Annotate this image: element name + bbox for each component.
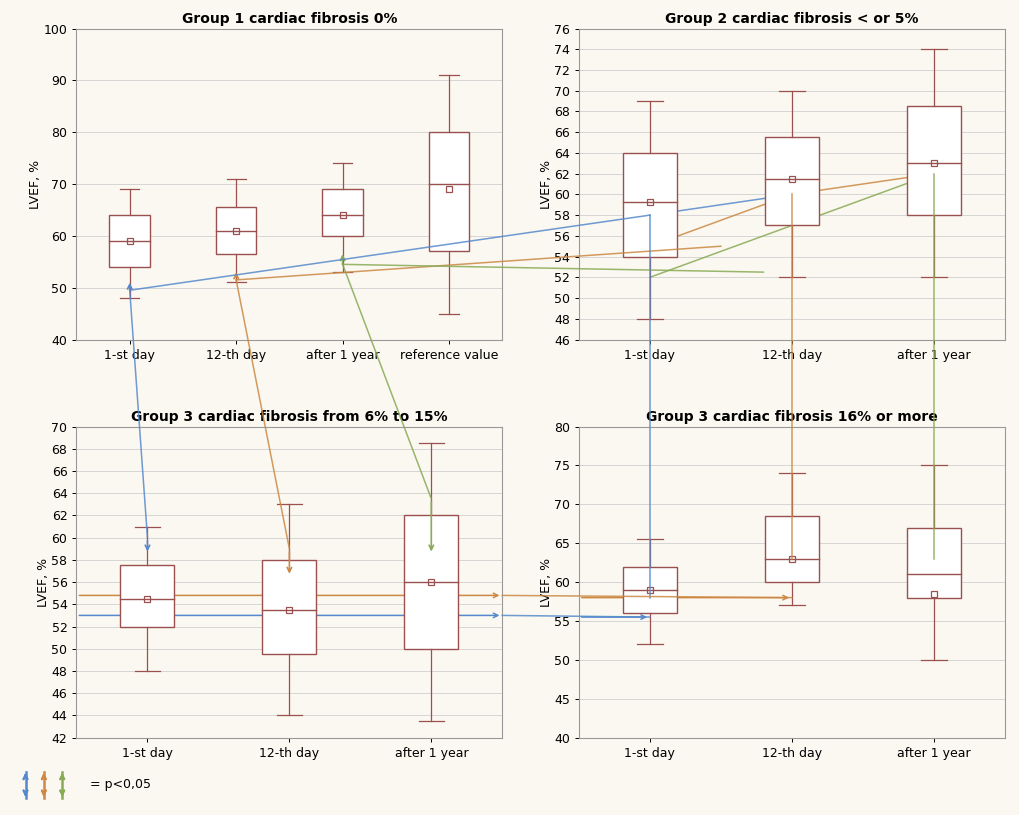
Bar bbox=[216, 207, 256, 254]
Bar bbox=[623, 566, 677, 613]
Y-axis label: LVEF, %: LVEF, % bbox=[539, 557, 552, 606]
Y-axis label: LVEF, %: LVEF, % bbox=[37, 557, 50, 606]
Y-axis label: LVEF, %: LVEF, % bbox=[30, 160, 42, 209]
Bar bbox=[764, 516, 818, 582]
Bar bbox=[322, 189, 363, 236]
Bar bbox=[262, 560, 316, 654]
Title: Group 2 cardiac fibrosis < or 5%: Group 2 cardiac fibrosis < or 5% bbox=[664, 12, 918, 26]
Title: Group 3 cardiac fibrosis from 6% to 15%: Group 3 cardiac fibrosis from 6% to 15% bbox=[131, 410, 447, 424]
Y-axis label: LVEF, %: LVEF, % bbox=[539, 160, 552, 209]
Bar bbox=[404, 515, 458, 649]
Bar bbox=[906, 106, 960, 215]
Title: Group 3 cardiac fibrosis 16% or more: Group 3 cardiac fibrosis 16% or more bbox=[645, 410, 936, 424]
Text: = p<0,05: = p<0,05 bbox=[90, 778, 151, 791]
Title: Group 1 cardiac fibrosis 0%: Group 1 cardiac fibrosis 0% bbox=[181, 12, 396, 26]
Bar bbox=[623, 153, 677, 257]
Bar bbox=[764, 138, 818, 226]
Bar bbox=[120, 566, 174, 627]
Bar bbox=[428, 132, 469, 251]
Bar bbox=[906, 527, 960, 597]
Bar bbox=[109, 215, 150, 267]
